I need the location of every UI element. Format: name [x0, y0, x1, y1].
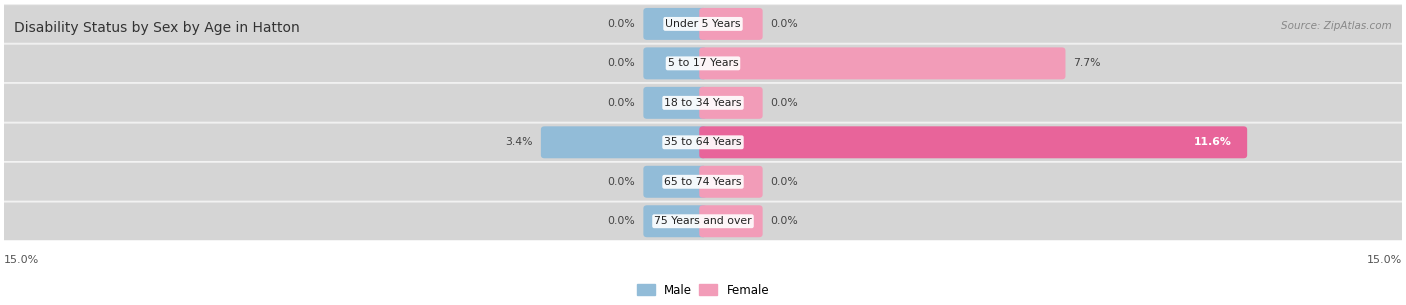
FancyBboxPatch shape [699, 126, 1247, 158]
FancyBboxPatch shape [0, 4, 1406, 44]
Text: Under 5 Years: Under 5 Years [665, 19, 741, 29]
Text: 0.0%: 0.0% [607, 216, 636, 226]
FancyBboxPatch shape [699, 47, 1066, 79]
Text: 3.4%: 3.4% [505, 137, 533, 147]
FancyBboxPatch shape [644, 87, 707, 119]
Legend: Male, Female: Male, Female [633, 279, 773, 301]
Text: 75 Years and over: 75 Years and over [654, 216, 752, 226]
FancyBboxPatch shape [699, 87, 762, 119]
FancyBboxPatch shape [0, 84, 1406, 122]
FancyBboxPatch shape [0, 44, 1406, 83]
Text: 0.0%: 0.0% [607, 58, 636, 68]
Text: 15.0%: 15.0% [4, 255, 39, 265]
Text: 65 to 74 Years: 65 to 74 Years [664, 177, 742, 187]
Text: 0.0%: 0.0% [770, 98, 799, 108]
Text: 0.0%: 0.0% [607, 19, 636, 29]
FancyBboxPatch shape [0, 123, 1406, 162]
FancyBboxPatch shape [644, 166, 707, 198]
FancyBboxPatch shape [644, 8, 707, 40]
Text: 0.0%: 0.0% [770, 216, 799, 226]
FancyBboxPatch shape [0, 45, 1406, 82]
Text: 7.7%: 7.7% [1073, 58, 1101, 68]
Text: 18 to 34 Years: 18 to 34 Years [664, 98, 742, 108]
FancyBboxPatch shape [541, 126, 707, 158]
FancyBboxPatch shape [0, 162, 1406, 202]
Text: Source: ZipAtlas.com: Source: ZipAtlas.com [1281, 21, 1392, 31]
FancyBboxPatch shape [644, 47, 707, 79]
FancyBboxPatch shape [0, 83, 1406, 123]
Text: Disability Status by Sex by Age in Hatton: Disability Status by Sex by Age in Hatto… [14, 21, 299, 35]
FancyBboxPatch shape [0, 163, 1406, 200]
FancyBboxPatch shape [699, 205, 762, 237]
Text: 35 to 64 Years: 35 to 64 Years [664, 137, 742, 147]
Text: 11.6%: 11.6% [1194, 137, 1232, 147]
FancyBboxPatch shape [699, 8, 762, 40]
Text: 0.0%: 0.0% [770, 19, 799, 29]
FancyBboxPatch shape [0, 124, 1406, 161]
FancyBboxPatch shape [0, 5, 1406, 43]
FancyBboxPatch shape [0, 203, 1406, 240]
FancyBboxPatch shape [699, 166, 762, 198]
Text: 5 to 17 Years: 5 to 17 Years [668, 58, 738, 68]
FancyBboxPatch shape [0, 202, 1406, 241]
Text: 0.0%: 0.0% [607, 177, 636, 187]
Text: 0.0%: 0.0% [770, 177, 799, 187]
Text: 0.0%: 0.0% [607, 98, 636, 108]
Text: 15.0%: 15.0% [1367, 255, 1402, 265]
FancyBboxPatch shape [644, 205, 707, 237]
